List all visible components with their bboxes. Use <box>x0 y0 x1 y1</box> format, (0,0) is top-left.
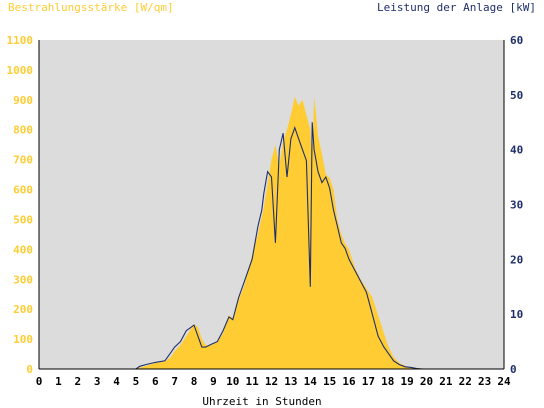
x-tick-label: 16 <box>342 375 356 388</box>
x-tick-label: 20 <box>420 375 433 388</box>
left-y-tick-label: 900 <box>13 94 33 107</box>
left-y-tick-label: 200 <box>13 303 33 316</box>
x-tick-label: 19 <box>401 375 414 388</box>
x-tick-label: 17 <box>362 375 375 388</box>
x-tick-label: 0 <box>36 375 43 388</box>
irradiance-area <box>39 96 504 370</box>
right-y-tick-label: 30 <box>510 199 523 212</box>
x-tick-label: 22 <box>459 375 472 388</box>
x-tick-label: 11 <box>246 375 260 388</box>
left-y-tick-label: 0 <box>26 363 33 376</box>
x-tick-label: 3 <box>94 375 101 388</box>
x-tick-label: 21 <box>439 375 453 388</box>
x-tick-label: 7 <box>171 375 178 388</box>
x-tick-label: 24 <box>497 375 511 388</box>
x-tick-labels: 0 1 2 3 4 5 6 7 8 9 10 11 12 13 14 15 16 17 18 19 20 21 22 23 24 <box>36 375 511 388</box>
right-y-tick-label: 20 <box>510 253 523 266</box>
x-tick-label: 8 <box>191 375 198 388</box>
x-tick-label: 14 <box>304 375 318 388</box>
right-y-tick-labels: 0 10 20 30 40 50 60 <box>510 34 523 376</box>
x-tick-label: 18 <box>381 375 394 388</box>
left-y-tick-label: 800 <box>13 124 33 137</box>
left-y-tick-label: 500 <box>13 213 33 226</box>
x-tick-label: 15 <box>323 375 336 388</box>
left-y-tick-label: 600 <box>13 184 33 197</box>
right-y-tick-label: 60 <box>510 34 523 47</box>
left-y-tick-label: 400 <box>13 243 33 256</box>
x-tick-label: 1 <box>55 375 62 388</box>
right-y-tick-label: 50 <box>510 89 523 102</box>
x-tick-label: 6 <box>152 375 159 388</box>
left-y-tick-labels: 0 100 200 300 400 500 600 700 800 900 1000 1100 <box>7 34 34 376</box>
x-tick-label: 4 <box>113 375 120 388</box>
x-tick-label: 10 <box>226 375 239 388</box>
right-y-tick-label: 40 <box>510 144 523 157</box>
x-axis-title: Uhrzeit in Stunden <box>202 395 321 408</box>
left-y-tick-label: 700 <box>13 154 33 167</box>
x-tick-label: 23 <box>478 375 491 388</box>
left-y-tick-label: 300 <box>13 273 33 286</box>
right-y-tick-label: 10 <box>510 308 523 321</box>
left-y-tick-label: 100 <box>13 333 33 346</box>
right-y-tick-label: 0 <box>510 363 517 376</box>
left-y-tick-label: 1000 <box>7 64 34 77</box>
x-tick-label: 13 <box>284 375 297 388</box>
x-tick-label: 12 <box>265 375 278 388</box>
right-axis-title: Leistung der Anlage [kW] <box>377 1 536 14</box>
left-axis-title: Bestrahlungsstärke [W/qm] <box>8 1 174 14</box>
left-y-tick-label: 1100 <box>7 34 34 47</box>
x-tick-label: 9 <box>210 375 217 388</box>
x-tick-label: 2 <box>74 375 81 388</box>
power-line <box>39 122 504 370</box>
x-tick-label: 5 <box>133 375 140 388</box>
